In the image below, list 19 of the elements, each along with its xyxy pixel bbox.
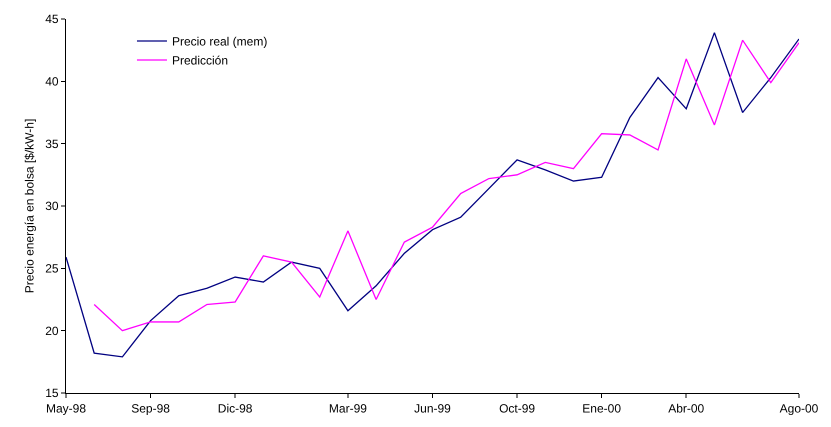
y-tick-label: 25	[45, 262, 59, 276]
x-tick-label: Dic-98	[218, 401, 253, 416]
x-tick-label: Abr-00	[668, 401, 705, 416]
x-tick-label: Jun-99	[414, 401, 452, 416]
x-tick-label: May-98	[46, 401, 86, 416]
y-tick-label: 30	[45, 199, 59, 214]
x-tick-label: Oct-99	[499, 401, 536, 416]
y-tick-label: 40	[45, 74, 59, 89]
x-tick-label: Mar-99	[328, 401, 368, 416]
y-tick-label: 35	[45, 136, 59, 151]
x-tick-label: Ago-00	[780, 401, 819, 416]
y-tick-label: 20	[45, 324, 59, 338]
y-tick-label: 15	[45, 386, 59, 400]
legend-label: Precio real (mem)	[172, 34, 268, 49]
x-tick-label: Sep-98	[131, 401, 170, 416]
legend-label: Predicción	[172, 54, 228, 68]
x-tick-label: Ene-00	[582, 401, 622, 416]
y-axis-title: Precio energía en bolsa [$/kW-h]	[22, 118, 37, 294]
y-tick-label: 45	[45, 12, 59, 26]
